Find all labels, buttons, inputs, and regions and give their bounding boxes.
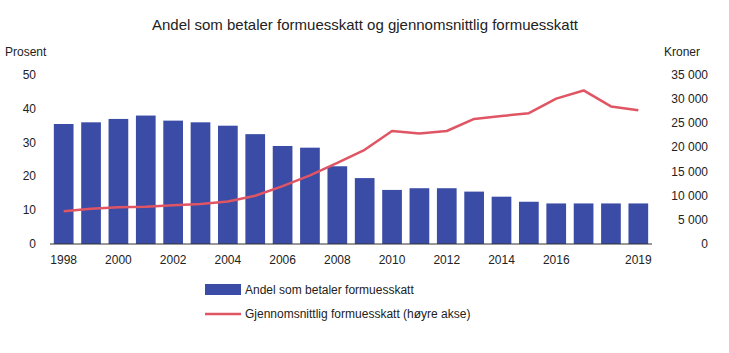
bar [81, 122, 101, 244]
marks [54, 90, 648, 244]
bar [574, 203, 594, 244]
x-tick-label: 2004 [215, 253, 242, 267]
bar [245, 134, 265, 244]
y2-tick-label: 15 000 [671, 165, 708, 179]
legend-swatch [205, 313, 241, 316]
x-axis [50, 244, 652, 245]
y2-tick-label: 0 [701, 237, 708, 251]
bar [355, 178, 375, 244]
y-tick [47, 244, 50, 245]
bar [492, 197, 512, 244]
y2-tick [652, 171, 655, 172]
y2-tick-label: 5 000 [678, 213, 708, 227]
x-tick-label: 2019 [625, 253, 652, 267]
x-tick-label: 1998 [50, 253, 77, 267]
bar [519, 202, 539, 244]
y-tick [47, 142, 50, 143]
bar [464, 192, 484, 244]
y2-tick-label: 35 000 [671, 68, 708, 82]
y2-tick [652, 147, 655, 148]
bar [628, 203, 648, 244]
y-axis-label: Prosent [5, 45, 47, 59]
bar [382, 190, 402, 244]
y-tick-label: 50 [23, 68, 37, 82]
x-tick-label: 2008 [324, 253, 351, 267]
bar [136, 116, 156, 244]
y2-tick [652, 123, 655, 124]
legend-label: Gjennomsnittlig formuesskatt (høyre akse… [245, 307, 470, 321]
y2-tick-label: 10 000 [671, 189, 708, 203]
bar [54, 124, 74, 244]
bar [327, 166, 347, 244]
line [64, 90, 639, 211]
y2-tick [652, 244, 655, 245]
y2-tick [652, 219, 655, 220]
bar [163, 121, 183, 244]
y2-tick [652, 99, 655, 100]
legend-swatch [205, 284, 241, 295]
x-tick-label: 2002 [160, 253, 187, 267]
bar [218, 126, 238, 244]
bar [109, 119, 129, 244]
y-tick-label: 30 [23, 136, 37, 150]
y-tick [47, 210, 50, 211]
title: Andel som betaler formuesskatt og gjenno… [152, 16, 579, 33]
y2-tick-label: 20 000 [671, 140, 708, 154]
y2-tick-label: 25 000 [671, 116, 708, 130]
bar [601, 203, 621, 244]
bar [300, 148, 320, 244]
x-tick-label: 2000 [105, 253, 132, 267]
bar [437, 188, 457, 244]
chart: Andel som betaler formuesskatt og gjenno… [0, 0, 729, 353]
y2-tick [652, 195, 655, 196]
y2-axis-label: Kroner [664, 45, 700, 59]
y-tick-label: 0 [29, 237, 36, 251]
y-tick-label: 10 [23, 203, 37, 217]
bar [273, 146, 293, 244]
y-tick [47, 108, 50, 109]
y-tick-label: 40 [23, 102, 37, 116]
bar [546, 203, 566, 244]
y-tick-label: 20 [23, 169, 37, 183]
x-tick-label: 2006 [269, 253, 296, 267]
x-tick-label: 2016 [543, 253, 570, 267]
x-tick-label: 2010 [379, 253, 406, 267]
y-tick [47, 75, 50, 76]
bar [191, 122, 211, 244]
bar [410, 188, 430, 244]
x-tick-label: 2014 [488, 253, 515, 267]
y2-tick-label: 30 000 [671, 92, 708, 106]
legend-label: Andel som betaler formuesskatt [245, 283, 414, 297]
x-tick-label: 2012 [433, 253, 460, 267]
y2-tick [652, 75, 655, 76]
y-tick [47, 176, 50, 177]
